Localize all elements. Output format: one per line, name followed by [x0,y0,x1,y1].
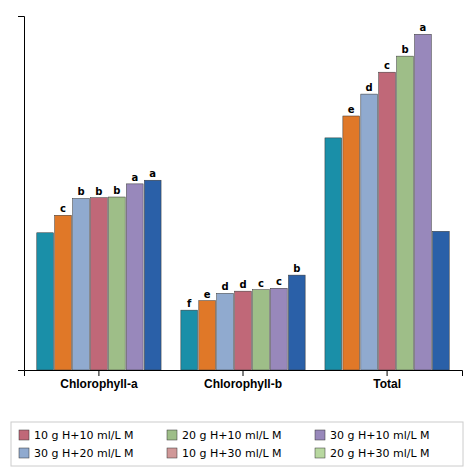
legend-label: 30 g H+10 ml/L M [330,429,430,442]
bar [91,198,108,370]
legend-label: 10 g H+10 ml/L M [34,429,134,442]
annotation: b [113,185,120,196]
annotation: d [221,281,228,292]
legend-swatch [315,448,325,458]
annotation: d [366,82,373,93]
chart: fceebddbdcbcbacaabChlorophyll-aChlorophy… [0,0,474,474]
bar [361,94,378,370]
bar [126,184,143,370]
bar [271,288,288,370]
bar [199,301,216,370]
bar [415,34,432,370]
x-tick-label: Total [373,377,401,391]
x-tick-line [387,370,388,376]
legend-swatch [167,448,177,458]
x-tick: Chlorophyll-a [60,370,138,391]
y-axis-line [18,17,25,371]
annotation: e [348,104,355,115]
legend-frame [11,422,463,466]
bar [235,291,252,370]
annotation: b [401,44,408,55]
bar [343,116,360,370]
annotations: fceebddbdcbcbacaab [60,22,426,309]
legend-swatch [19,430,29,440]
annotation: b [77,186,84,197]
bar [253,290,270,370]
legend-item: 20 g H+10 ml/L M [167,429,282,442]
bar [433,231,450,370]
legend-label: 20 g H+10 ml/L M [182,429,282,442]
legend-item: 10 g H+30 ml/L M [167,447,282,460]
bars [37,34,449,370]
bar [37,233,54,370]
legend-label: 10 g H+30 ml/L M [182,447,282,460]
x-tick-label: Chlorophyll-a [60,377,138,391]
bar [55,215,72,370]
legend-swatch [315,430,325,440]
legend-item: 30 g H+20 ml/L M [19,447,134,460]
legend: 10 g H+10 ml/L M 20 g H+10 ml/L M 30 g H+1… [11,422,463,466]
legend-label: 30 g H+20 ml/L M [34,447,134,460]
legend-item: 10 g H+10 ml/L M [19,429,134,442]
bar [325,138,342,370]
annotation: d [239,279,246,290]
bar [288,275,305,370]
bar [379,72,396,370]
x-tick-label: Chlorophyll-b [204,377,282,391]
bar [109,197,126,370]
legend-swatch [19,448,29,458]
x-axis: Chlorophyll-a Chlorophyll-b Total [25,370,463,391]
annotation: a [131,172,138,183]
x-tick-line [243,370,244,376]
annotation: f [187,298,192,309]
bar [144,180,161,370]
bar [397,56,414,370]
annotation: b [293,263,300,274]
annotation: c [60,203,66,214]
bar [217,293,234,370]
bar [73,198,90,370]
y-axis [18,17,25,371]
annotation: c [384,60,390,71]
annotation: c [258,278,264,289]
bar [181,310,198,370]
annotation: a [420,22,427,33]
x-tick: Total [373,370,401,391]
legend-item: 20 g H+30 ml/L M [315,447,430,460]
legend-swatch [167,430,177,440]
legend-item: 30 g H+10 ml/L M [315,429,430,442]
x-axis-line [25,371,463,377]
annotation: e [204,289,211,300]
legend-label: 20 g H+30 ml/L M [330,447,430,460]
annotation: a [149,168,156,179]
annotation: c [276,276,282,287]
x-tick-line [98,370,99,376]
x-tick: Chlorophyll-b [204,370,282,391]
annotation: b [95,186,102,197]
